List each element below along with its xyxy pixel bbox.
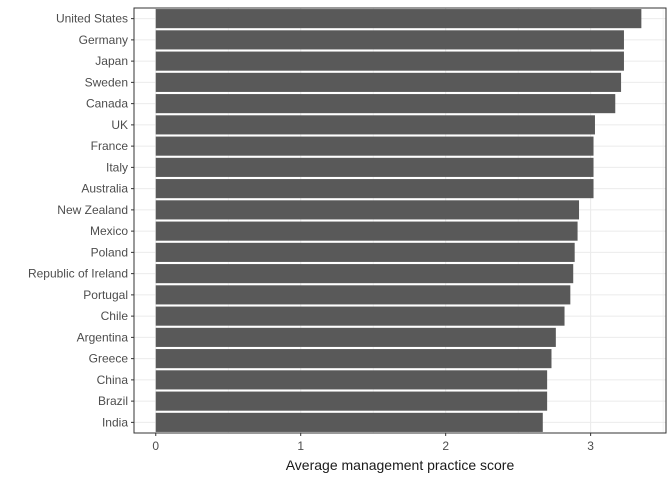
panel-border [133,7,667,434]
y-tick-label: India [102,415,128,429]
y-tick-label: Germany [79,33,128,47]
bars [155,9,642,432]
y-axis-tick-labels: United States Germany Japan Sweden Canada UK F… [28,12,134,429]
y-tick-label: Mexico [90,224,128,238]
y-tick-label: Sweden [85,75,128,89]
y-tick-label: Australia [81,182,128,196]
bar [155,370,548,390]
x-tick-label: 0 [152,439,159,453]
y-tick-label: Portugal [83,288,128,302]
x-axis-tick-labels: 0 1 2 3 [152,433,594,453]
bar [155,349,552,369]
bar [155,72,622,92]
y-tick-label: Greece [89,352,129,366]
y-tick-label: Brazil [98,394,128,408]
bar [155,242,575,262]
bar [155,221,578,241]
y-tick-label: United States [56,12,128,26]
x-tick-label: 2 [442,439,449,453]
bar [155,51,624,71]
x-tick-label: 3 [587,439,594,453]
bar [155,94,616,114]
y-tick-label: Poland [91,245,128,259]
bar [155,264,574,284]
y-tick-label: New Zealand [57,203,128,217]
bar [155,136,594,156]
bar [155,200,580,220]
bar [155,391,548,411]
bar [155,285,571,305]
bar [155,179,594,199]
y-tick-label: Canada [86,97,128,111]
bar [155,9,642,29]
x-axis-title: Average management practice score [286,457,515,473]
grid-lines [134,8,666,433]
y-tick-label: Chile [101,309,129,323]
bar [155,327,556,347]
y-tick-label: Republic of Ireland [28,267,128,281]
bar [155,412,543,432]
y-tick-label: Italy [106,160,128,174]
bar [155,115,595,135]
y-tick-label: Argentina [77,330,129,344]
bar [155,157,594,177]
y-tick-label: UK [111,118,128,132]
y-tick-label: France [91,139,129,153]
y-tick-label: China [97,373,129,387]
bar [155,306,565,326]
x-tick-label: 1 [297,439,304,453]
bar [155,30,624,50]
y-tick-label: Japan [95,54,128,68]
